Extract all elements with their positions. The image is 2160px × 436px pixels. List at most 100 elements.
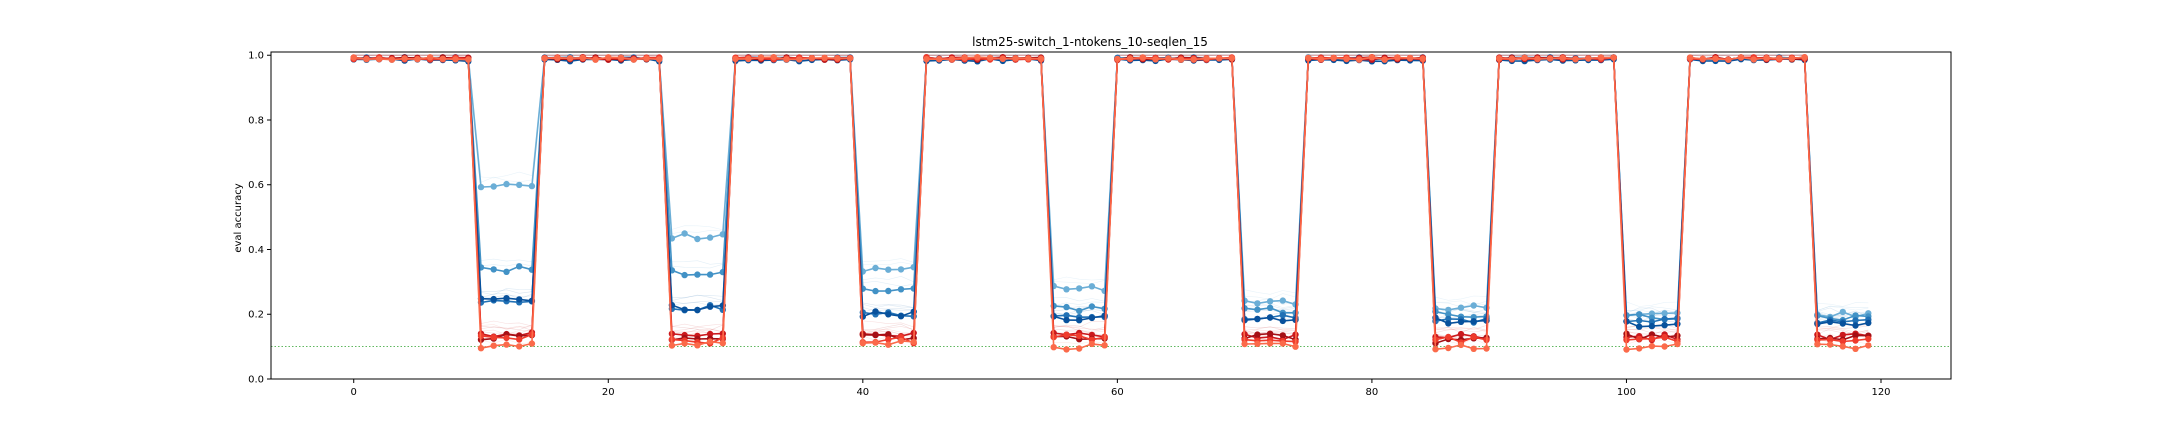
series-point: [1852, 312, 1859, 319]
series-point: [1470, 318, 1477, 325]
series-point: [1814, 341, 1821, 348]
series-point: [1470, 302, 1477, 309]
series-point: [885, 287, 892, 295]
series-point: [1190, 56, 1197, 63]
series-point: [719, 340, 726, 347]
series-point: [1610, 54, 1617, 61]
series-point: [1063, 346, 1070, 353]
series-point: [1254, 340, 1261, 347]
series-point: [414, 56, 421, 63]
x-tick-label: 20: [602, 387, 615, 398]
series-point: [1088, 340, 1096, 348]
series-point: [490, 342, 497, 349]
series-point: [1216, 55, 1223, 62]
series-point: [516, 336, 523, 343]
series-point: [1648, 335, 1656, 342]
series-point: [1636, 335, 1643, 343]
series-point: [1254, 331, 1261, 338]
series-point: [1521, 54, 1528, 61]
series-point: [350, 54, 357, 61]
series-point: [1063, 312, 1070, 319]
series-point: [1865, 342, 1872, 349]
series-point: [694, 342, 701, 349]
series-point: [872, 264, 879, 272]
series-point: [1661, 315, 1668, 323]
series-point: [1228, 55, 1236, 62]
series-point: [1279, 317, 1287, 325]
series-point: [974, 54, 981, 61]
series-point: [1088, 283, 1096, 290]
series-point: [490, 183, 497, 190]
series-point: [1305, 54, 1312, 61]
series-point: [885, 311, 892, 318]
series-point: [1445, 311, 1452, 318]
series-point: [1852, 332, 1859, 339]
series-point: [1445, 344, 1452, 352]
series-point: [1636, 311, 1643, 318]
series-point: [1063, 303, 1070, 311]
series-point: [516, 263, 523, 270]
series-point: [821, 54, 828, 61]
series-point: [1470, 333, 1477, 341]
series-point: [363, 56, 370, 63]
series-point: [1826, 318, 1834, 325]
series-point: [1445, 315, 1452, 323]
series-point: [694, 271, 701, 278]
series-point: [1025, 55, 1032, 62]
y-tick-label: 0.2: [248, 310, 264, 321]
series-point: [1636, 345, 1643, 352]
y-axis-label: eval accuracy: [233, 183, 244, 252]
series-point: [1852, 322, 1859, 329]
series-point: [1776, 55, 1783, 62]
series-point: [1317, 56, 1325, 63]
series-point: [770, 54, 777, 61]
series-point: [706, 338, 714, 345]
series-point: [516, 296, 523, 303]
series-point: [897, 286, 905, 293]
series-point: [999, 55, 1006, 63]
series-point: [1381, 56, 1388, 63]
series-point: [936, 56, 943, 63]
series-point: [477, 345, 485, 352]
series-point: [1368, 54, 1376, 61]
series-point: [668, 342, 676, 349]
series-point: [1088, 314, 1096, 322]
series-point: [1254, 306, 1261, 313]
series-point: [1457, 318, 1465, 325]
series-point: [1839, 308, 1847, 316]
series-point: [1330, 54, 1337, 62]
series-point: [1076, 332, 1083, 339]
series-point: [1012, 55, 1019, 62]
y-tick-label: 1.0: [248, 51, 264, 62]
series-point: [1661, 343, 1668, 350]
series-point: [681, 271, 688, 279]
series-point: [592, 56, 599, 63]
series-point: [1279, 312, 1287, 319]
series-point: [885, 341, 892, 348]
series-point: [1076, 345, 1083, 352]
chart-title: lstm25-switch_1-ntokens_10-seqlen_15: [972, 35, 1208, 49]
series-point: [617, 54, 625, 61]
series-point: [1852, 337, 1859, 344]
series-point: [1254, 300, 1261, 307]
series-point: [490, 266, 497, 273]
series-point: [1088, 303, 1096, 310]
series-point: [706, 330, 714, 338]
series-point: [1101, 312, 1108, 319]
series-point: [1076, 317, 1083, 324]
series-point: [516, 181, 523, 189]
series-point: [885, 266, 892, 273]
series-point: [1076, 285, 1083, 292]
series-point: [490, 334, 497, 341]
series-point: [1266, 304, 1274, 311]
series-point: [859, 340, 866, 347]
series-point: [656, 56, 663, 63]
series-point: [1457, 304, 1465, 311]
series-point: [1496, 55, 1503, 62]
x-tick-label: 80: [1366, 387, 1379, 398]
series-point: [681, 340, 688, 347]
series-point: [1063, 331, 1070, 338]
series-point: [1699, 55, 1707, 63]
series-point: [1661, 310, 1668, 317]
